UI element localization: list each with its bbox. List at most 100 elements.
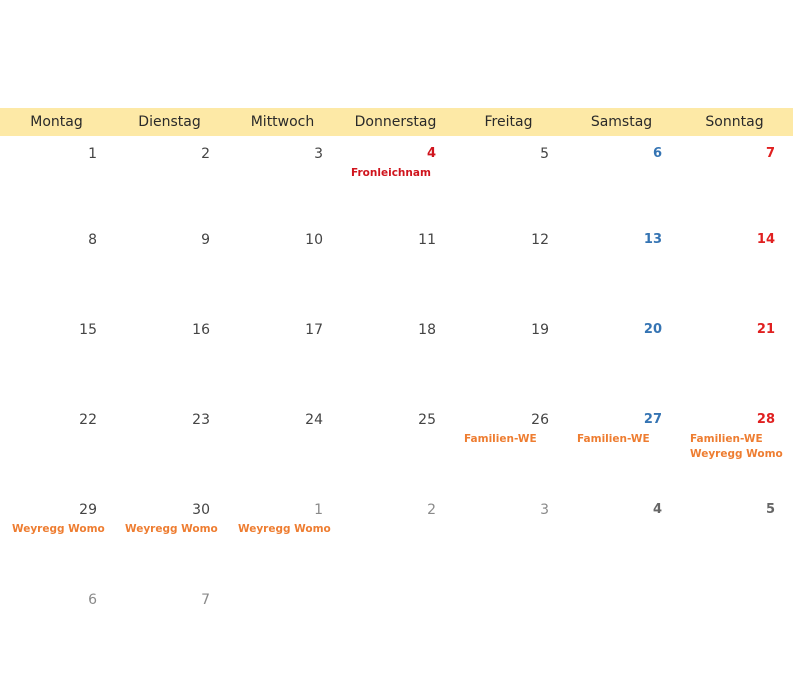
day-number: 27 [643,412,662,427]
day-number: 19 [531,322,549,338]
day-number: 3 [540,502,549,518]
calendar-day-cell[interactable]: 28 Familien-WE Weyregg Womo [678,402,791,492]
day-number: 6 [88,592,97,608]
day-number: 5 [765,502,775,517]
calendar-day-cell[interactable]: 17 [226,312,339,402]
calendar-day-cell[interactable]: 16 [113,312,226,402]
calendar-day-cell[interactable]: 18 [339,312,452,402]
calendar-day-cell[interactable]: 6 [0,582,113,672]
calendar-day-cell[interactable]: 14 [678,222,791,312]
calendar-event[interactable]: Weyregg Womo [690,448,783,460]
calendar-day-cell[interactable]: 25 [339,402,452,492]
day-number: 11 [418,232,436,248]
calendar-day-cell[interactable]: 6 [565,136,678,222]
day-number: 23 [192,412,210,428]
calendar-day-cell[interactable]: 1 Weyregg Womo [226,492,339,582]
calendar-day-cell[interactable] [226,582,339,672]
day-events: Familien-WE [464,432,563,447]
calendar-day-cell[interactable]: 20 [565,312,678,402]
weekday-header-row: Montag Dienstag Mittwoch Donnerstag Frei… [0,108,793,136]
day-number: 7 [201,592,210,608]
calendar-event[interactable]: Familien-WE [577,433,650,445]
calendar-event[interactable]: Weyregg Womo [12,523,105,535]
day-number: 30 [192,502,210,518]
calendar-day-cell[interactable]: 10 [226,222,339,312]
day-number: 1 [88,146,97,162]
calendar-day-cell[interactable]: 8 [0,222,113,312]
calendar-day-cell[interactable]: 2 [339,492,452,582]
calendar-day-cell[interactable]: 29 Weyregg Womo [0,492,113,582]
day-number: 25 [418,412,436,428]
day-number: 16 [192,322,210,338]
calendar-week-row: 22 23 24 25 26 Familien-WE 27 Familien-WE 28 Fami… [0,402,793,492]
calendar-day-cell[interactable] [565,582,678,672]
calendar-day-cell[interactable]: 19 [452,312,565,402]
weekday-header-saturday: Samstag [590,114,653,130]
day-events: Familien-WE [577,432,676,447]
calendar-day-cell[interactable]: 11 [339,222,452,312]
day-number: 17 [305,322,323,338]
day-number: 13 [643,232,662,247]
day-number: 21 [756,322,775,337]
calendar-day-cell[interactable]: 12 [452,222,565,312]
day-events: Familien-WE Weyregg Womo [690,432,789,462]
calendar-day-cell[interactable] [678,582,791,672]
day-number: 4 [652,502,662,517]
day-number: 5 [540,146,549,162]
calendar-day-cell[interactable] [452,582,565,672]
weekday-header-sunday: Sonntag [705,114,764,130]
calendar-day-cell[interactable]: 5 [678,492,791,582]
calendar-event[interactable]: Familien-WE [464,433,537,445]
weekday-header-thursday: Donnerstag [354,114,437,130]
calendar-day-cell[interactable]: 27 Familien-WE [565,402,678,492]
calendar-event[interactable]: Familien-WE [690,433,763,445]
day-number: 7 [765,146,775,161]
calendar-day-cell[interactable]: 13 [565,222,678,312]
day-number: 29 [79,502,97,518]
calendar-day-cell[interactable]: 3 [452,492,565,582]
calendar-day-cell[interactable]: 30 Weyregg Womo [113,492,226,582]
day-number: 22 [79,412,97,428]
calendar-day-cell[interactable]: 26 Familien-WE [452,402,565,492]
day-number: 28 [756,412,775,427]
weekday-header-wednesday: Mittwoch [250,114,315,130]
calendar-day-cell[interactable]: 7 [678,136,791,222]
calendar-day-cell[interactable]: 21 [678,312,791,402]
calendar-day-cell[interactable]: 5 [452,136,565,222]
calendar-week-row: 15 16 17 18 19 20 21 [0,312,793,402]
day-number: 24 [305,412,323,428]
calendar-event[interactable]: Fronleichnam [351,167,431,179]
calendar-day-cell[interactable]: 9 [113,222,226,312]
weekday-header-tuesday: Dienstag [138,114,201,130]
day-number: 14 [756,232,775,247]
calendar-event[interactable]: Weyregg Womo [125,523,218,535]
calendar-day-cell[interactable]: 22 [0,402,113,492]
calendar-day-cell[interactable]: 24 [226,402,339,492]
weekday-header-friday: Freitag [484,114,533,130]
day-number: 9 [201,232,210,248]
day-number: 26 [531,412,549,428]
calendar-day-cell[interactable]: 4 Fronleichnam [339,136,452,222]
day-number: 20 [643,322,662,337]
calendar-grid: 1 2 3 4 Fronleichnam 5 6 7 8 9 10 11 12 13 14 15 16 17 18 1… [0,136,793,672]
day-number: 15 [79,322,97,338]
calendar-day-cell[interactable]: 7 [113,582,226,672]
calendar-day-cell[interactable] [339,582,452,672]
weekday-header-monday: Montag [30,114,83,130]
day-number: 10 [305,232,323,248]
day-number: 3 [314,146,323,162]
calendar-day-cell[interactable]: 4 [565,492,678,582]
day-number: 6 [652,146,662,161]
day-events: Fronleichnam [351,166,450,181]
day-events: Weyregg Womo [125,522,224,537]
calendar-day-cell[interactable]: 1 [0,136,113,222]
calendar-day-cell[interactable]: 23 [113,402,226,492]
day-number: 12 [531,232,549,248]
calendar-day-cell[interactable]: 2 [113,136,226,222]
calendar-event[interactable]: Weyregg Womo [238,523,331,535]
calendar-day-cell[interactable]: 15 [0,312,113,402]
calendar-day-cell[interactable]: 3 [226,136,339,222]
day-events: Weyregg Womo [238,522,337,537]
day-number: 2 [201,146,210,162]
calendar-week-row: 1 2 3 4 Fronleichnam 5 6 7 [0,136,793,222]
